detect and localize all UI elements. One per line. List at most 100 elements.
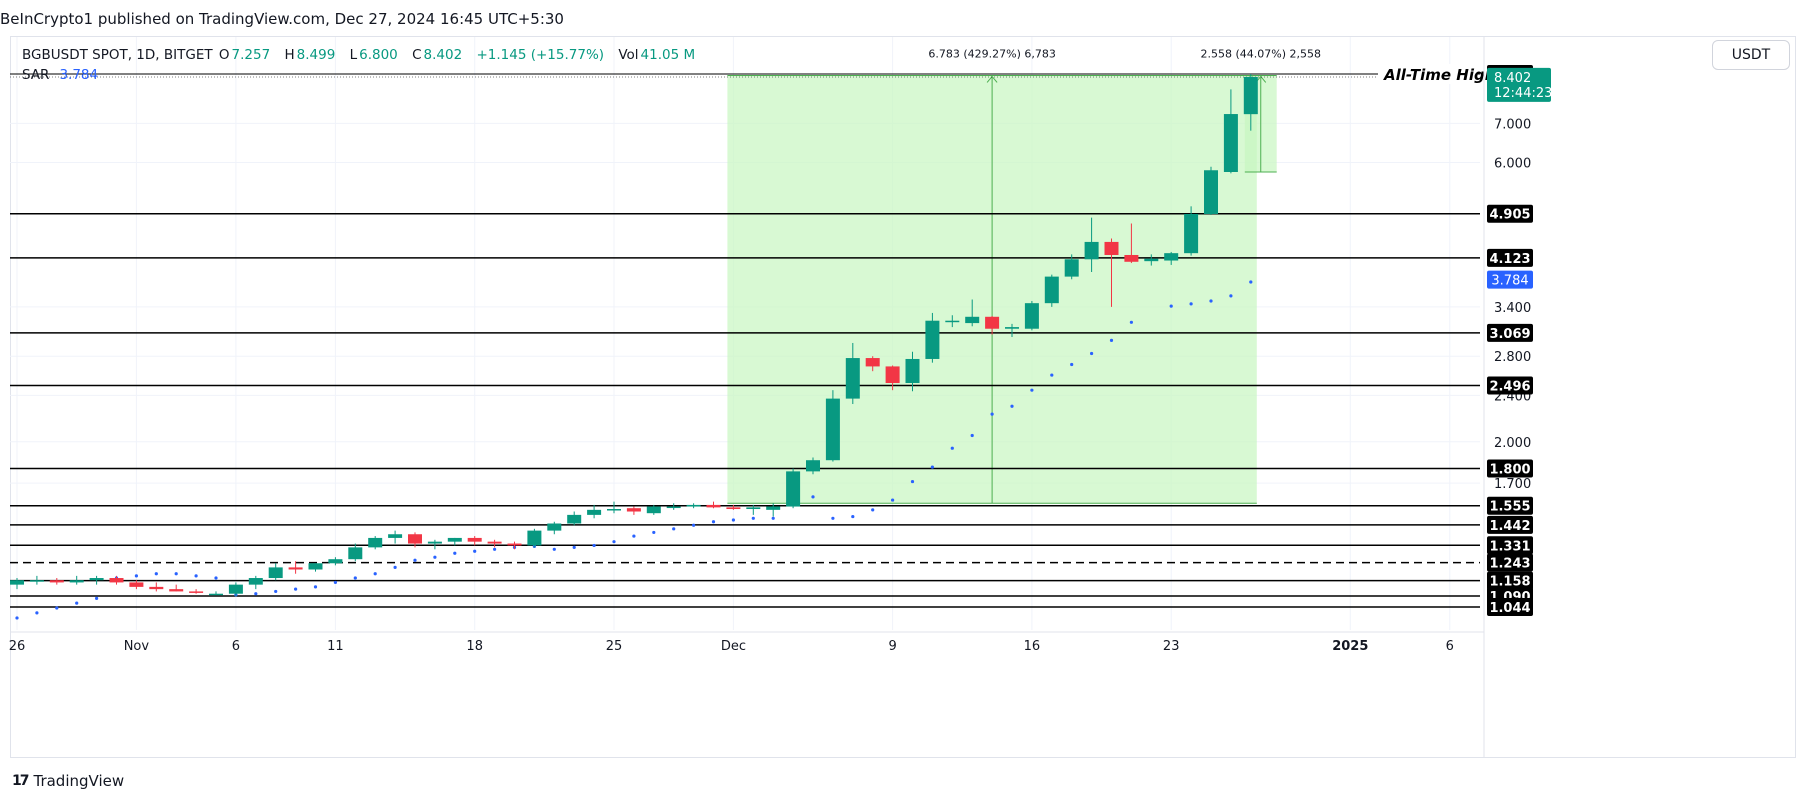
time-axis: 26 Nov 6 11 18 25 Dec 9 16 23 2025 6 xyxy=(9,631,1484,654)
level-tag-label: 3.069 xyxy=(1489,327,1530,342)
candle-body xyxy=(825,398,840,461)
sar-dot xyxy=(672,527,676,531)
sar-dot xyxy=(1010,404,1014,408)
candle-body xyxy=(328,559,343,564)
legend-low-label: L xyxy=(349,47,358,63)
price-tick-label: 1.700 xyxy=(1494,477,1531,492)
time-tick-label: 23 xyxy=(1163,639,1180,654)
candle-body xyxy=(487,541,502,544)
candle-body xyxy=(1084,241,1099,260)
sar-dot xyxy=(930,465,935,469)
level-tag-label: 4.905 xyxy=(1489,208,1530,223)
sar-dot xyxy=(15,616,19,620)
sar-dot xyxy=(1169,304,1173,308)
level-tag xyxy=(1487,323,1533,342)
level-tag xyxy=(1487,459,1533,478)
legend-high: 8.499 xyxy=(296,47,336,63)
legend-close-label: C xyxy=(412,47,422,63)
axis-tags: 8.4994.9054.1233.0692.4961.8001.5551.442… xyxy=(1487,65,1552,616)
sar-dot xyxy=(75,601,79,605)
candle-body xyxy=(786,471,801,507)
legend-high-label: H xyxy=(284,47,295,63)
level-tag xyxy=(1487,571,1533,590)
candle-body xyxy=(29,580,44,582)
candle-body xyxy=(726,507,741,510)
candles xyxy=(10,74,1258,597)
legend-vol-label: Vol xyxy=(618,47,639,63)
sar-dot xyxy=(1229,294,1233,298)
time-tick-label: 25 xyxy=(606,639,623,654)
candle-body xyxy=(129,582,144,587)
time-tick-label: 16 xyxy=(1024,639,1041,654)
legend-open-label: O xyxy=(218,47,230,63)
sar-dot xyxy=(552,547,556,551)
sar-dot xyxy=(55,606,59,610)
time-tick-label: Nov xyxy=(124,639,150,654)
currency-button[interactable]: USDT xyxy=(1712,40,1790,70)
candle-body xyxy=(308,563,323,570)
sar-dot xyxy=(751,516,755,520)
level-tag-label: 1.158 xyxy=(1489,575,1530,590)
candle-body xyxy=(666,506,681,509)
candle-body xyxy=(1204,170,1218,214)
sar-dot xyxy=(373,572,377,576)
candle-body xyxy=(1164,253,1179,261)
sar-dot xyxy=(1189,302,1193,306)
sar-tag xyxy=(1487,270,1533,289)
sar-dot xyxy=(1090,351,1094,356)
candle-body xyxy=(626,508,641,512)
sar-dot xyxy=(970,433,974,438)
candle-body xyxy=(845,358,860,399)
candle-body xyxy=(806,460,820,472)
measure-range-main-arrowhead xyxy=(986,75,998,83)
legend-close: 8.402 xyxy=(423,47,463,63)
candle-body xyxy=(10,580,24,585)
measure-ranges: 6.783 (429.27%) 6,783 2.558 (44.07%) 2,55… xyxy=(727,47,1321,504)
sar-dot xyxy=(592,543,596,548)
candle-body xyxy=(507,543,522,546)
sar-dot xyxy=(453,551,457,555)
sar-tag-label: 3.784 xyxy=(1491,274,1528,289)
level-tag xyxy=(1487,204,1533,223)
sar-dot xyxy=(194,574,198,578)
candle-body xyxy=(567,514,582,524)
candle-body xyxy=(288,567,303,570)
sar-dot xyxy=(612,540,616,544)
current-price-tag xyxy=(1487,67,1551,102)
sar-dot xyxy=(910,479,915,484)
price-tick-label: 2.000 xyxy=(1494,436,1531,451)
candle-body xyxy=(1024,303,1039,329)
sar-dot xyxy=(811,495,815,499)
candle-body xyxy=(865,358,880,367)
candle-body xyxy=(189,591,204,593)
sar-dot xyxy=(1129,320,1133,324)
candle-body xyxy=(766,506,781,510)
candle-body xyxy=(1243,76,1258,115)
time-tick-label: 18 xyxy=(466,639,483,654)
candle-body xyxy=(467,537,482,542)
chart-frame xyxy=(10,36,1796,758)
candle-body xyxy=(447,537,462,542)
sar-dot xyxy=(711,520,716,524)
sar-dot xyxy=(214,576,218,580)
candle-body xyxy=(427,541,442,544)
candle-body xyxy=(527,530,542,546)
sar-dot xyxy=(990,412,994,416)
candle-body xyxy=(607,509,621,511)
sar-dot xyxy=(692,523,696,527)
candle-body xyxy=(109,578,124,583)
level-tag xyxy=(1487,376,1533,395)
sar-dot xyxy=(274,589,278,594)
sar-dot xyxy=(95,596,99,600)
legend-symbol: BGBUSDT SPOT, 1D, BITGET xyxy=(22,47,213,63)
level-tag-label: 1.243 xyxy=(1489,557,1530,572)
sar-dot xyxy=(393,565,397,570)
sar-dot xyxy=(134,574,138,578)
horizontal-levels: All-Time High xyxy=(10,64,1495,608)
time-tick-label: 2025 xyxy=(1332,639,1368,654)
sar-dot xyxy=(353,576,357,580)
sar-dot xyxy=(652,530,656,535)
candle-body xyxy=(547,523,562,531)
countdown-label: 12:44:23 xyxy=(1494,86,1552,101)
